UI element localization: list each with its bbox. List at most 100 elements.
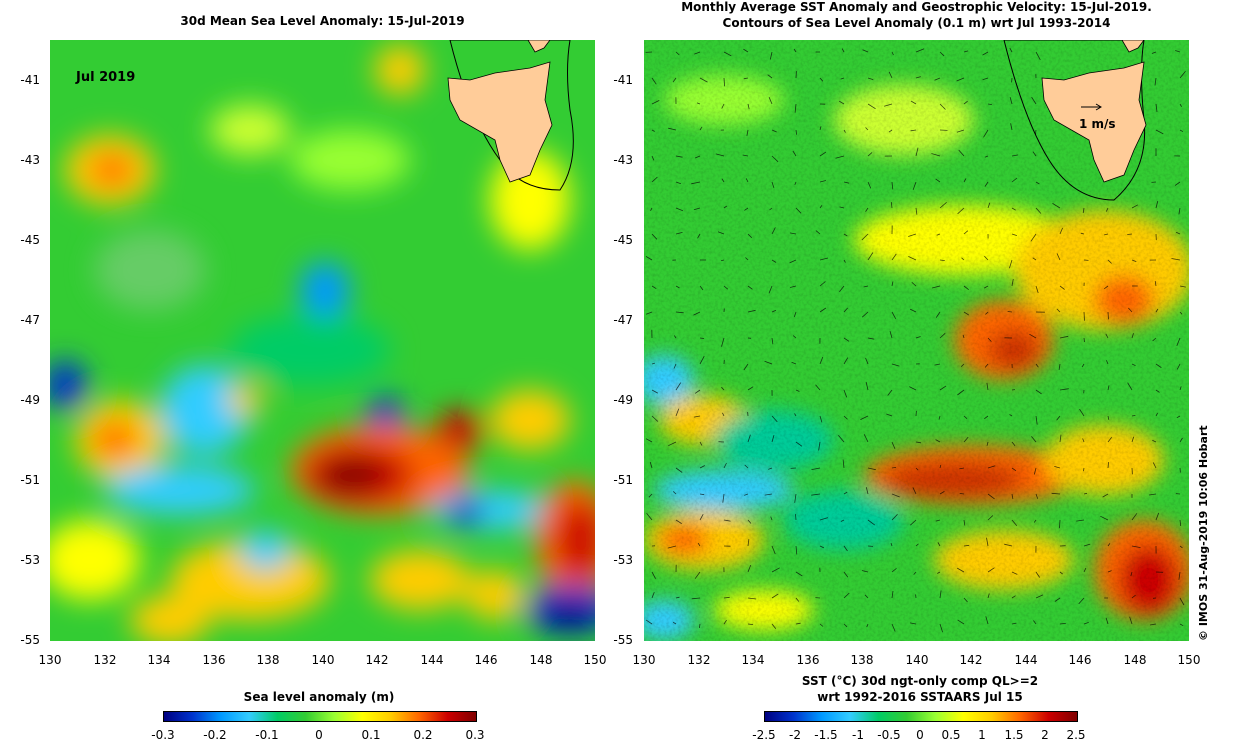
right-y-tick: -47 — [613, 313, 633, 327]
velocity-vector — [744, 207, 749, 211]
velocity-vector — [790, 285, 797, 288]
velocity-vector — [793, 48, 797, 53]
velocity-vector — [1179, 285, 1186, 288]
velocity-vector — [747, 434, 751, 443]
velocity-vector — [651, 362, 656, 365]
velocity-vector — [764, 360, 773, 365]
velocity-vector — [1054, 597, 1061, 602]
velocity-vector — [1152, 462, 1157, 469]
velocity-vector — [721, 103, 725, 109]
velocity-vector — [1127, 382, 1133, 391]
left-colorbar-tick: 0 — [315, 728, 323, 742]
velocity-vector — [722, 412, 725, 417]
velocity-vector — [956, 77, 965, 82]
velocity-vector — [673, 335, 677, 339]
velocity-vector — [769, 207, 773, 211]
velocity-vector — [937, 542, 941, 547]
velocity-vector — [843, 181, 850, 184]
velocity-vector — [668, 441, 677, 447]
velocity-vector — [1059, 227, 1063, 235]
velocity-vector — [1154, 281, 1157, 287]
velocity-vector — [1155, 363, 1162, 369]
velocity-vector — [744, 464, 749, 469]
velocity-vector — [794, 493, 797, 503]
velocity-vector — [1033, 620, 1037, 625]
sea-level-anomaly-map[interactable]: Jul 2019 — [50, 40, 595, 641]
velocity-vector — [1152, 337, 1157, 342]
velocity-vector — [984, 415, 989, 420]
velocity-vector — [984, 181, 989, 187]
right-y-tick: -55 — [613, 633, 633, 647]
velocity-vector — [771, 181, 775, 189]
velocity-vector — [1179, 519, 1182, 527]
velocity-vector — [1179, 70, 1186, 79]
velocity-vector — [1105, 617, 1109, 625]
velocity-vector — [1032, 151, 1037, 157]
velocity-vector — [867, 467, 876, 471]
velocity-vector — [699, 126, 703, 131]
velocity-vector — [1128, 307, 1133, 313]
velocity-vector — [963, 311, 970, 316]
velocity-vector — [795, 441, 803, 447]
velocity-vector — [835, 155, 845, 159]
velocity-vector — [819, 623, 824, 627]
velocity-vector — [961, 257, 965, 261]
velocity-vector — [747, 597, 757, 600]
velocity-vector — [909, 308, 917, 313]
velocity-vector — [912, 487, 917, 495]
right-x-tick: 150 — [1177, 653, 1201, 667]
velocity-vector — [811, 493, 821, 496]
velocity-vector — [645, 438, 653, 443]
velocity-vector — [1179, 597, 1185, 606]
velocity-vector — [651, 389, 658, 394]
velocity-vector — [1152, 439, 1157, 443]
velocity-vector — [1010, 123, 1013, 131]
velocity-vector — [915, 467, 919, 471]
velocity-vector — [1059, 519, 1061, 529]
velocity-vector — [1083, 543, 1091, 547]
velocity-vector — [742, 154, 749, 157]
right-y-tick: -43 — [613, 153, 633, 167]
velocity-vector — [958, 149, 965, 157]
sst-anomaly-map[interactable]: 1 m/s — [644, 40, 1189, 641]
velocity-vector — [694, 389, 701, 394]
velocity-vector — [915, 543, 919, 547]
velocity-vector — [1178, 207, 1181, 215]
right-y-tick: -51 — [613, 473, 633, 487]
left-map-date-label: Jul 2019 — [76, 70, 136, 85]
velocity-vector — [957, 389, 965, 396]
velocity-vector — [1103, 285, 1109, 290]
velocity-vector — [1179, 545, 1183, 549]
velocity-vector — [723, 77, 725, 87]
velocity-vector — [987, 103, 992, 105]
velocity-vector — [1083, 467, 1085, 472]
velocity-vector — [747, 564, 752, 573]
velocity-vector — [1059, 623, 1066, 625]
velocity-vector — [645, 619, 653, 625]
velocity-vector — [819, 126, 822, 131]
velocity-vector — [819, 517, 829, 521]
velocity-vector — [957, 619, 965, 625]
velocity-vector — [651, 176, 658, 183]
velocity-vector — [819, 307, 827, 313]
velocity-vector — [651, 77, 657, 85]
velocity-vector — [1011, 154, 1019, 157]
velocity-vector — [1082, 207, 1085, 214]
velocity-vector — [865, 357, 869, 365]
velocity-vector — [915, 441, 922, 444]
velocity-vector — [722, 493, 725, 503]
left-y-tick: -43 — [20, 153, 40, 167]
velocity-vector — [891, 493, 900, 498]
velocity-vector — [1107, 311, 1109, 320]
right-colorbar-tick: 2.5 — [1066, 728, 1086, 742]
left-colorbar-tick: -0.2 — [203, 728, 227, 742]
velocity-vector — [1106, 360, 1109, 365]
velocity-vector — [651, 591, 655, 599]
velocity-vector — [745, 257, 749, 261]
velocity-vector — [1009, 47, 1013, 53]
velocity-vector — [1079, 408, 1085, 417]
velocity-vector — [771, 309, 777, 313]
velocity-vector — [1155, 200, 1159, 209]
left-x-tick: 142 — [365, 653, 389, 667]
right-colorbar-tick: -0.5 — [877, 728, 901, 742]
